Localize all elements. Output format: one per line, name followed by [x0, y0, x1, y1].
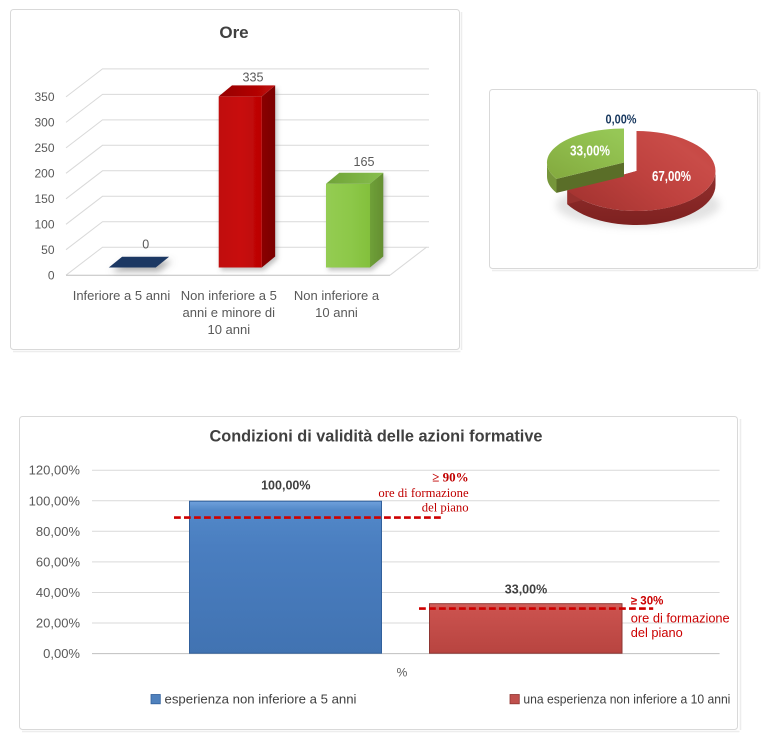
svg-text:10 anni: 10 anni: [207, 322, 250, 337]
svg-text:33,00%: 33,00%: [570, 144, 610, 160]
svg-text:del piano: del piano: [631, 625, 683, 640]
svg-text:300: 300: [34, 116, 54, 130]
svg-text:%: %: [397, 666, 408, 680]
svg-text:Condizioni di validità delle a: Condizioni di validità delle azioni form…: [210, 428, 543, 446]
svg-text:50: 50: [41, 243, 55, 257]
svg-text:335: 335: [243, 71, 264, 85]
svg-text:≥ 90%: ≥ 90%: [432, 469, 468, 484]
svg-text:165: 165: [354, 155, 375, 169]
svg-text:0,00%: 0,00%: [606, 111, 637, 126]
svg-text:33,00%: 33,00%: [505, 583, 547, 597]
svg-text:100,00%: 100,00%: [29, 493, 81, 508]
svg-text:10 anni: 10 anni: [315, 305, 358, 320]
svg-text:150: 150: [34, 192, 54, 206]
svg-text:120,00%: 120,00%: [29, 463, 81, 478]
svg-text:100,00%: 100,00%: [261, 478, 310, 492]
svg-text:del piano: del piano: [422, 501, 469, 515]
svg-text:0: 0: [142, 238, 149, 252]
svg-text:0: 0: [48, 268, 55, 282]
svg-text:250: 250: [34, 141, 54, 155]
svg-text:≥ 30%: ≥ 30%: [631, 596, 664, 608]
svg-text:67,00%: 67,00%: [652, 169, 691, 185]
svg-text:80,00%: 80,00%: [36, 524, 81, 539]
svg-text:60,00%: 60,00%: [36, 554, 81, 569]
svg-text:Non inferiore a: Non inferiore a: [294, 288, 380, 303]
svg-text:40,00%: 40,00%: [36, 585, 81, 600]
svg-text:una esperienza non inferiore a: una esperienza non inferiore a 10 anni: [523, 693, 730, 707]
svg-text:Ore: Ore: [219, 23, 248, 42]
svg-text:anni e minore di: anni e minore di: [183, 305, 276, 320]
svg-text:Inferiore a 5 anni: Inferiore a 5 anni: [73, 288, 171, 303]
svg-text:0,00%: 0,00%: [43, 646, 80, 661]
svg-text:Non inferiore a 5: Non inferiore a 5: [181, 288, 277, 303]
svg-text:ore di formazione: ore di formazione: [631, 610, 730, 625]
svg-text:100: 100: [34, 218, 54, 232]
svg-text:200: 200: [34, 167, 54, 181]
svg-text:esperienza non inferiore a 5 a: esperienza non inferiore a 5 anni: [165, 693, 357, 707]
svg-text:20,00%: 20,00%: [36, 616, 81, 631]
svg-text:ore di formazione: ore di formazione: [378, 486, 469, 500]
svg-text:350: 350: [34, 90, 54, 104]
